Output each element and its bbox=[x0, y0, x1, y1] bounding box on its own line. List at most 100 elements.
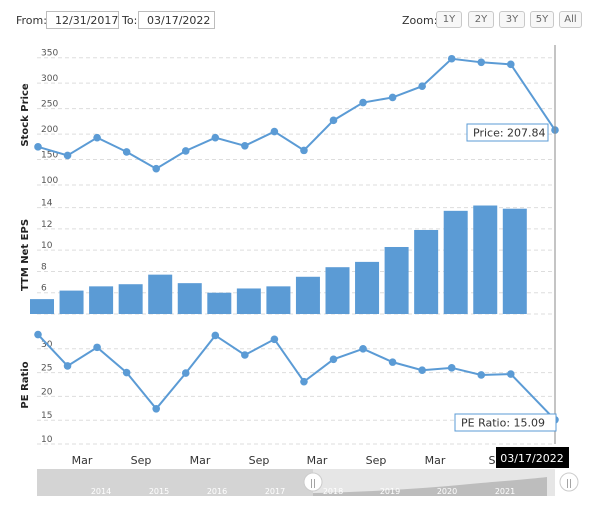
eps-bar[interactable] bbox=[502, 208, 527, 314]
y-axis-title: Stock Price bbox=[20, 83, 31, 147]
to-label: To: bbox=[122, 14, 138, 27]
eps-bar[interactable] bbox=[384, 246, 409, 314]
y-tick-label: 20 bbox=[41, 387, 53, 397]
price-point[interactable] bbox=[34, 143, 42, 151]
price-point[interactable] bbox=[300, 146, 308, 155]
navigator-year-label: 2018 bbox=[323, 487, 343, 496]
y-tick-label: 150 bbox=[41, 151, 58, 161]
y-tick-label: 10 bbox=[41, 435, 53, 445]
price-point[interactable] bbox=[388, 93, 397, 102]
zoom-2y-button[interactable]: 2Y bbox=[468, 11, 494, 28]
y-tick-label: 12 bbox=[41, 220, 52, 230]
zoom-1y-button[interactable]: 1Y bbox=[436, 11, 462, 28]
navigator-year-label: 2020 bbox=[437, 487, 457, 496]
eps-bar[interactable] bbox=[148, 274, 173, 314]
x-tick-label: S bbox=[489, 454, 496, 467]
y-tick-label: 250 bbox=[41, 100, 58, 110]
eps-bar[interactable] bbox=[59, 290, 84, 314]
pe-point[interactable] bbox=[270, 335, 279, 344]
navigator-year-label: 2014 bbox=[91, 487, 111, 496]
pe-point[interactable] bbox=[211, 331, 220, 340]
eps-bar[interactable] bbox=[118, 284, 143, 314]
price-point[interactable] bbox=[122, 148, 131, 156]
navigator-unselected-area bbox=[37, 469, 313, 496]
price-point[interactable] bbox=[241, 142, 249, 150]
price-point[interactable] bbox=[477, 58, 486, 67]
price-point[interactable] bbox=[329, 116, 338, 125]
y-tick-label: 350 bbox=[41, 49, 58, 59]
navigator-series-area bbox=[313, 477, 547, 496]
eps-bar[interactable] bbox=[30, 299, 54, 314]
pe-point[interactable] bbox=[359, 345, 367, 353]
crosshair-date-box bbox=[496, 447, 569, 468]
pe-point[interactable] bbox=[388, 358, 397, 366]
y-axis-title: PE Ratio bbox=[20, 361, 31, 408]
pe-point[interactable] bbox=[477, 371, 486, 379]
pe-point[interactable] bbox=[152, 404, 160, 413]
zoom-5y-button[interactable]: 5Y bbox=[530, 11, 554, 28]
pe-point[interactable] bbox=[63, 362, 72, 370]
eps-bar[interactable] bbox=[355, 261, 380, 314]
price-line bbox=[37, 57, 556, 170]
eps-bar[interactable] bbox=[177, 283, 202, 314]
eps-bar[interactable] bbox=[295, 276, 320, 314]
eps-bar[interactable] bbox=[266, 286, 291, 314]
x-tick-label: Mar bbox=[307, 454, 328, 467]
pe-point[interactable] bbox=[300, 377, 308, 386]
pe-point[interactable] bbox=[329, 355, 338, 364]
pe-tooltip: PE Ratio: 15.09 bbox=[461, 417, 545, 430]
price-point[interactable] bbox=[359, 98, 367, 107]
zoom-label: Zoom: bbox=[402, 14, 438, 27]
stock-price-panel: 100 150 200 250 300 350 Stock Price bbox=[20, 49, 559, 186]
x-tick-label: Sep bbox=[366, 454, 387, 467]
price-point[interactable] bbox=[181, 147, 190, 155]
to-date-input[interactable]: 03/17/2022 bbox=[138, 11, 215, 29]
price-point[interactable] bbox=[152, 164, 160, 173]
y-tick-label: 8 bbox=[41, 262, 47, 272]
x-tick-label: Mar bbox=[190, 454, 211, 467]
navigator-year-label: 2015 bbox=[149, 487, 169, 496]
zoom-all-button[interactable]: All bbox=[559, 11, 582, 28]
pe-point[interactable] bbox=[418, 366, 426, 375]
price-point[interactable] bbox=[447, 54, 456, 63]
x-tick-label: Mar bbox=[72, 454, 93, 467]
eps-bar[interactable] bbox=[414, 229, 439, 314]
price-point[interactable] bbox=[211, 133, 220, 142]
eps-bar[interactable] bbox=[89, 286, 114, 314]
pe-tooltip-box bbox=[454, 413, 557, 432]
pe-point[interactable] bbox=[447, 364, 456, 372]
price-point[interactable] bbox=[63, 151, 72, 160]
eps-bar[interactable] bbox=[325, 267, 350, 314]
zoom-3y-button[interactable]: 3Y bbox=[499, 11, 525, 28]
eps-panel: 468101214TTM Net EPS bbox=[20, 199, 555, 315]
eps-bar[interactable] bbox=[207, 292, 232, 314]
y-tick-label: 15 bbox=[41, 411, 52, 421]
from-label: From: bbox=[16, 14, 47, 27]
navigator-right-handle-grip: || bbox=[566, 479, 572, 489]
pe-point[interactable] bbox=[34, 330, 42, 339]
navigator[interactable]: 2014 2015 2016 2017 2018 2019 2020 2021 || || bbox=[37, 469, 579, 496]
navigator-right-handle[interactable] bbox=[559, 472, 579, 492]
price-point[interactable] bbox=[93, 133, 101, 142]
x-tick-label: Sep bbox=[249, 454, 270, 467]
navigator-year-label: 2016 bbox=[207, 487, 227, 496]
eps-bar[interactable] bbox=[236, 288, 261, 314]
pe-point[interactable] bbox=[507, 370, 515, 378]
price-point[interactable] bbox=[418, 82, 426, 91]
x-tick-label: Sep bbox=[131, 454, 152, 467]
pe-point[interactable] bbox=[122, 368, 131, 377]
price-point[interactable] bbox=[507, 60, 515, 69]
pe-point[interactable] bbox=[93, 343, 101, 352]
eps-bar[interactable] bbox=[443, 210, 468, 314]
pe-point[interactable] bbox=[241, 351, 249, 359]
navigator-left-handle[interactable] bbox=[303, 472, 323, 492]
price-point[interactable] bbox=[270, 127, 279, 136]
y-tick-label: 100 bbox=[41, 176, 58, 186]
pe-point[interactable] bbox=[181, 369, 190, 377]
from-date-input[interactable]: 12/31/2017 bbox=[46, 11, 119, 29]
y-axis-title: TTM Net EPS bbox=[20, 219, 31, 291]
navigator-year-label: 2021 bbox=[495, 487, 515, 496]
eps-bar[interactable] bbox=[473, 205, 498, 314]
y-tick-label: 6 bbox=[41, 284, 47, 294]
